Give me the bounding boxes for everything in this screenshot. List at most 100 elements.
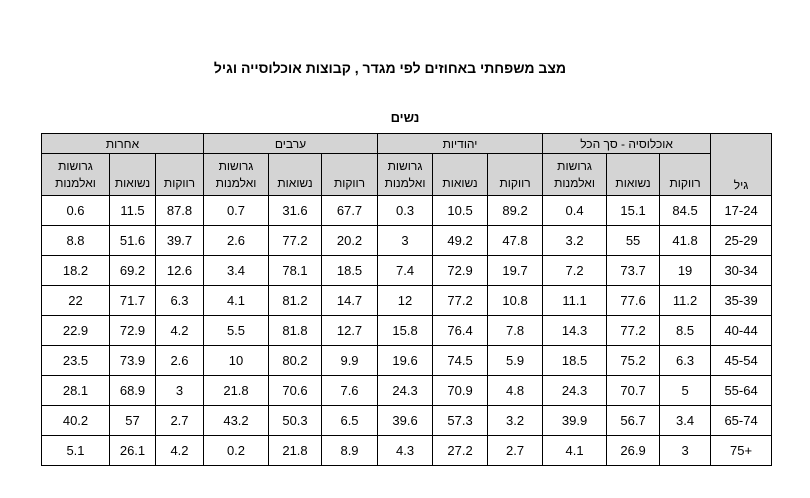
table-cell: 8.5 (659, 315, 712, 346)
table-cell: 5 (659, 375, 712, 406)
table-cell: 21.8 (268, 435, 322, 466)
table-cell: 0.7 (203, 195, 269, 226)
table-cell: 23.5 (41, 345, 110, 376)
group-header-jews: יהודיות (377, 133, 544, 154)
age-cell: 35-39 (710, 285, 773, 316)
table-cell: 3.4 (659, 405, 712, 436)
subheader-single: רווקות (487, 153, 544, 196)
age-cell: 65-74 (710, 405, 773, 436)
table-caption: נשים (390, 110, 420, 125)
subheader-single: רווקות (155, 153, 204, 196)
table-cell: 26.1 (109, 435, 156, 466)
table-cell: 81.8 (268, 315, 322, 346)
table-cell: 4.3 (377, 435, 434, 466)
age-cell: 45-54 (710, 345, 773, 376)
table-row: 23.5 73.9 2.6 10 80.2 9.9 19.6 74.5 5.9 18.5 75.2 6… (41, 345, 773, 376)
table-cell: 18.2 (41, 255, 110, 286)
table-row: 28.1 68.9 3 21.8 70.6 7.6 24.3 70.9 4.8 24.3 70.7 5… (41, 375, 773, 406)
table-cell: 49.2 (432, 225, 489, 256)
group-header-row: אחרות ערבים יהודיות אוכלוסיה - סך הכל גי… (41, 133, 773, 196)
table-cell: 18.5 (320, 255, 379, 286)
table-cell: 2.6 (155, 345, 204, 376)
subheader-married: נשואות (109, 153, 156, 196)
table-cell: 22.9 (41, 315, 110, 346)
table-cell: 56.7 (606, 405, 661, 436)
table-cell: 7.2 (542, 255, 608, 286)
age-cell: 75+ (710, 435, 773, 466)
table-cell: 77.2 (268, 225, 322, 256)
table-cell: 41.8 (659, 225, 712, 256)
table-cell: 77.2 (432, 285, 489, 316)
table-cell: 72.9 (432, 255, 489, 286)
table-cell: 8.9 (320, 435, 379, 466)
table-cell: 3.2 (487, 405, 544, 436)
table-cell: 6.3 (659, 345, 712, 376)
table-cell: 18.5 (542, 345, 608, 376)
table-cell: 27.2 (432, 435, 489, 466)
table-cell: 9.9 (320, 345, 379, 376)
table-cell: 10 (203, 345, 269, 376)
table-cell: 0.4 (542, 195, 608, 226)
table-cell: 77.6 (606, 285, 661, 316)
table-cell: 40.2 (41, 405, 110, 436)
table-cell: 75.2 (606, 345, 661, 376)
table-cell: 73.9 (109, 345, 156, 376)
table-cell: 51.6 (109, 225, 156, 256)
table-cell: 19.7 (487, 255, 544, 286)
table-cell: 74.5 (432, 345, 489, 376)
table-cell: 43.2 (203, 405, 269, 436)
table-cell: 3.2 (542, 225, 608, 256)
table-row: 0.6 11.5 87.8 0.7 31.6 67.7 0.3 10.5 89.2 0.4 15.1… (41, 195, 773, 226)
table-cell: 12.7 (320, 315, 379, 346)
group-header-others: אחרות (41, 133, 204, 154)
subheader-single: רווקות (659, 153, 712, 196)
table-cell: 77.2 (606, 315, 661, 346)
table-row: 22 71.7 6.3 4.1 81.2 14.7 12 77.2 10.8 11.1 77.6 11… (41, 285, 773, 316)
table-cell: 4.2 (155, 315, 204, 346)
table-cell: 4.1 (542, 435, 608, 466)
table-cell: 0.6 (41, 195, 110, 226)
table-cell: 80.2 (268, 345, 322, 376)
table-cell: 24.3 (377, 375, 434, 406)
table-cell: 21.8 (203, 375, 269, 406)
table-cell: 2.7 (155, 405, 204, 436)
table-cell: 55 (606, 225, 661, 256)
table-cell: 70.7 (606, 375, 661, 406)
table-cell: 7.8 (487, 315, 544, 346)
table-cell: 84.5 (659, 195, 712, 226)
age-cell: 40-44 (710, 315, 773, 346)
table-cell: 15.8 (377, 315, 434, 346)
table-cell: 5.5 (203, 315, 269, 346)
document-title: מצב משפחתי באחוזים לפי מגדר , קבוצות אוכ… (213, 60, 567, 76)
table-cell: 19.6 (377, 345, 434, 376)
table-cell: 57.3 (432, 405, 489, 436)
table-cell: 71.7 (109, 285, 156, 316)
table-cell: 57 (109, 405, 156, 436)
table-row: 18.2 69.2 12.6 3.4 78.1 18.5 7.4 72.9 19.7 7.2 73.… (41, 255, 773, 286)
table-cell: 69.2 (109, 255, 156, 286)
table-cell: 14.3 (542, 315, 608, 346)
table-cell: 3.4 (203, 255, 269, 286)
table-cell: 12 (377, 285, 434, 316)
subheader-divorced: גרושות ואלמנות (542, 153, 608, 196)
table-cell: 14.7 (320, 285, 379, 316)
subheader-married: נשואות (606, 153, 661, 196)
table-cell: 10.5 (432, 195, 489, 226)
table-cell: 11.1 (542, 285, 608, 316)
table-cell: 12.6 (155, 255, 204, 286)
table-cell: 11.2 (659, 285, 712, 316)
table-cell: 67.7 (320, 195, 379, 226)
table-cell: 20.2 (320, 225, 379, 256)
subheader-single: רווקות (320, 153, 379, 196)
age-cell: 25-29 (710, 225, 773, 256)
table-cell: 31.6 (268, 195, 322, 226)
table-row: 40.2 57 2.7 43.2 50.3 6.5 39.6 57.3 3.2 39.9 56.7 3… (41, 405, 773, 436)
group-header-arabs: ערבים (202, 133, 379, 154)
table-cell: 8.8 (41, 225, 110, 256)
table-cell: 0.2 (203, 435, 269, 466)
table-cell: 76.4 (432, 315, 489, 346)
table-cell: 7.6 (320, 375, 379, 406)
table-cell: 2.7 (487, 435, 544, 466)
table-cell: 70.6 (268, 375, 322, 406)
table-cell: 6.5 (320, 405, 379, 436)
